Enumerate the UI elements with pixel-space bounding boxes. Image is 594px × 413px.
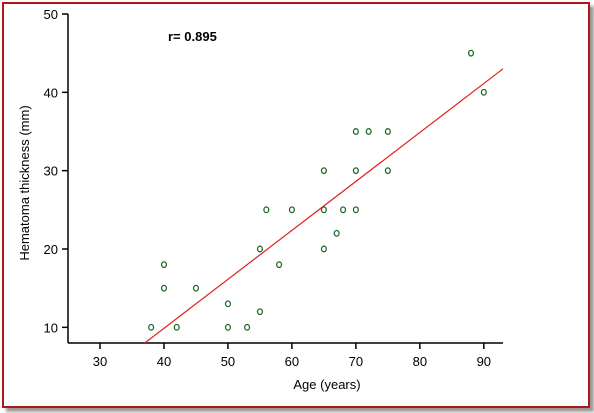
y-ticks: 10 20 30 40 50 xyxy=(44,7,68,335)
data-point xyxy=(320,206,327,214)
data-point xyxy=(160,261,168,269)
x-tick-label: 60 xyxy=(285,354,299,369)
data-point xyxy=(384,167,391,175)
data-point xyxy=(467,49,475,57)
data-point xyxy=(244,323,251,331)
x-tick-label: 90 xyxy=(477,354,491,369)
chart-frame xyxy=(2,2,590,408)
data-point xyxy=(148,323,155,331)
y-axis-label: Hematoma thickness (mm) xyxy=(17,105,32,260)
data-point xyxy=(333,229,340,237)
x-axis-label: Age (years) xyxy=(293,377,360,392)
x-tick-label: 40 xyxy=(157,354,171,369)
regression-line xyxy=(144,68,504,344)
x-tick-label: 30 xyxy=(93,354,107,369)
data-point xyxy=(263,206,270,214)
data-point xyxy=(256,245,263,253)
data-point xyxy=(224,323,231,331)
x-tick-label: 70 xyxy=(349,354,363,369)
y-tick-label: 20 xyxy=(44,242,58,257)
data-point xyxy=(160,284,168,292)
correlation-annotation: r= 0.895 xyxy=(168,29,217,44)
x-tick-label: 50 xyxy=(221,354,235,369)
data-point xyxy=(480,88,487,96)
data-point xyxy=(340,206,347,214)
data-point xyxy=(173,323,180,331)
axes xyxy=(67,14,503,344)
data-point xyxy=(320,245,327,253)
data-point xyxy=(256,308,263,316)
data-point xyxy=(224,300,231,308)
x-tick-label: 80 xyxy=(413,354,427,369)
data-point xyxy=(288,206,295,214)
data-point xyxy=(352,206,359,214)
data-point xyxy=(352,128,359,135)
y-tick-label: 50 xyxy=(44,7,58,22)
data-point xyxy=(384,128,391,135)
data-point xyxy=(276,261,283,269)
y-tick-label: 40 xyxy=(44,85,58,100)
data-points xyxy=(148,49,487,331)
data-point xyxy=(365,128,372,135)
data-point xyxy=(320,167,327,175)
x-ticks: 30 40 50 60 70 80 90 xyxy=(93,343,491,369)
y-tick-label: 10 xyxy=(44,320,58,335)
data-point xyxy=(352,167,359,175)
data-point xyxy=(192,284,199,292)
y-tick-label: 30 xyxy=(44,164,58,179)
